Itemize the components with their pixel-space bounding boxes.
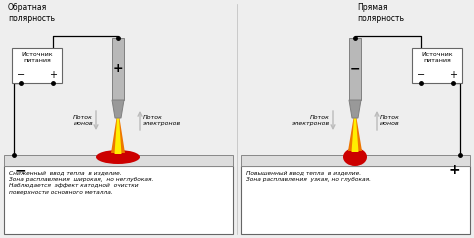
Text: Поток
ионов: Поток ионов [380, 115, 400, 126]
Bar [112, 38, 124, 100]
Text: +: + [448, 163, 460, 177]
Text: Сниженный  ввод тепла  в изделие.
Зона расплавления  широкая,  но неглубокая.
На: Сниженный ввод тепла в изделие. Зона рас… [9, 170, 154, 195]
Text: −: − [17, 70, 25, 80]
Text: Поток
электронов: Поток электронов [292, 115, 330, 126]
Text: −: − [14, 163, 26, 177]
Ellipse shape [343, 148, 367, 166]
Text: −: − [350, 63, 360, 75]
Text: Прямая
полярность: Прямая полярность [357, 3, 404, 23]
Polygon shape [112, 100, 124, 118]
Text: Источник
питания: Источник питания [421, 52, 453, 63]
Bar [4, 155, 233, 166]
Polygon shape [352, 115, 358, 152]
Text: +: + [49, 70, 57, 80]
Bar [4, 166, 233, 234]
Bar [349, 38, 361, 100]
Bar [241, 155, 470, 166]
Text: +: + [113, 63, 123, 75]
Polygon shape [348, 118, 362, 151]
Polygon shape [115, 115, 121, 154]
Polygon shape [349, 100, 361, 118]
Bar [412, 48, 462, 83]
Bar [241, 166, 470, 234]
Text: Источник
питания: Источник питания [21, 52, 53, 63]
Text: Повышенный ввод тепла  в изделие.
Зона расплавления  узкая, но глубокая.: Повышенный ввод тепла в изделие. Зона ра… [246, 170, 371, 182]
Ellipse shape [96, 150, 140, 164]
Text: +: + [449, 70, 457, 80]
Bar [12, 48, 62, 83]
Text: Поток
ионов: Поток ионов [73, 115, 93, 126]
Text: Поток
электронов: Поток электронов [143, 115, 181, 126]
Text: Обратная
полярность: Обратная полярность [8, 3, 55, 23]
Text: −: − [417, 70, 425, 80]
Polygon shape [111, 118, 125, 153]
